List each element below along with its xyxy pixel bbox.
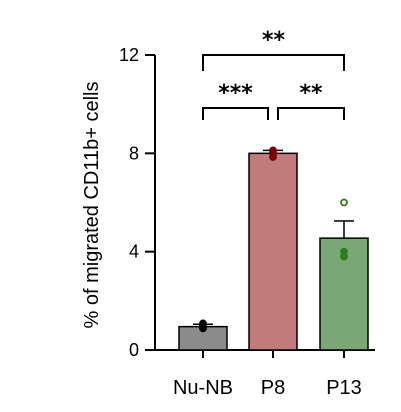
- significance-brackets: *** ****: [202, 28, 345, 120]
- data-point: [340, 247, 348, 256]
- significance-bracket: [277, 107, 345, 120]
- y-tick-label: 8: [129, 143, 139, 163]
- data-point: [199, 319, 207, 328]
- y-axis-label: % of migrated CD11b+ cells: [81, 82, 103, 329]
- significance-label: **: [299, 81, 323, 106]
- bars: [178, 149, 369, 351]
- significance-bracket: [202, 107, 269, 120]
- data-point: [340, 198, 348, 207]
- x-tick-label: P8: [261, 377, 285, 399]
- x-tick-label: P13: [326, 377, 362, 399]
- bar-p8: [248, 152, 298, 351]
- significance-label: ***: [218, 81, 253, 106]
- significance-bracket: [202, 54, 345, 71]
- axes: 0 4 8 12 Nu-NB P8 P13: [119, 45, 375, 399]
- data-point: [269, 146, 277, 155]
- y-tick-label: 4: [129, 242, 139, 262]
- data-points: [199, 146, 348, 333]
- y-tick-label: 0: [129, 340, 139, 360]
- y-tick-label: 12: [119, 45, 139, 65]
- significance-label: **: [262, 28, 286, 53]
- x-tick-label: Nu-NB: [173, 377, 233, 399]
